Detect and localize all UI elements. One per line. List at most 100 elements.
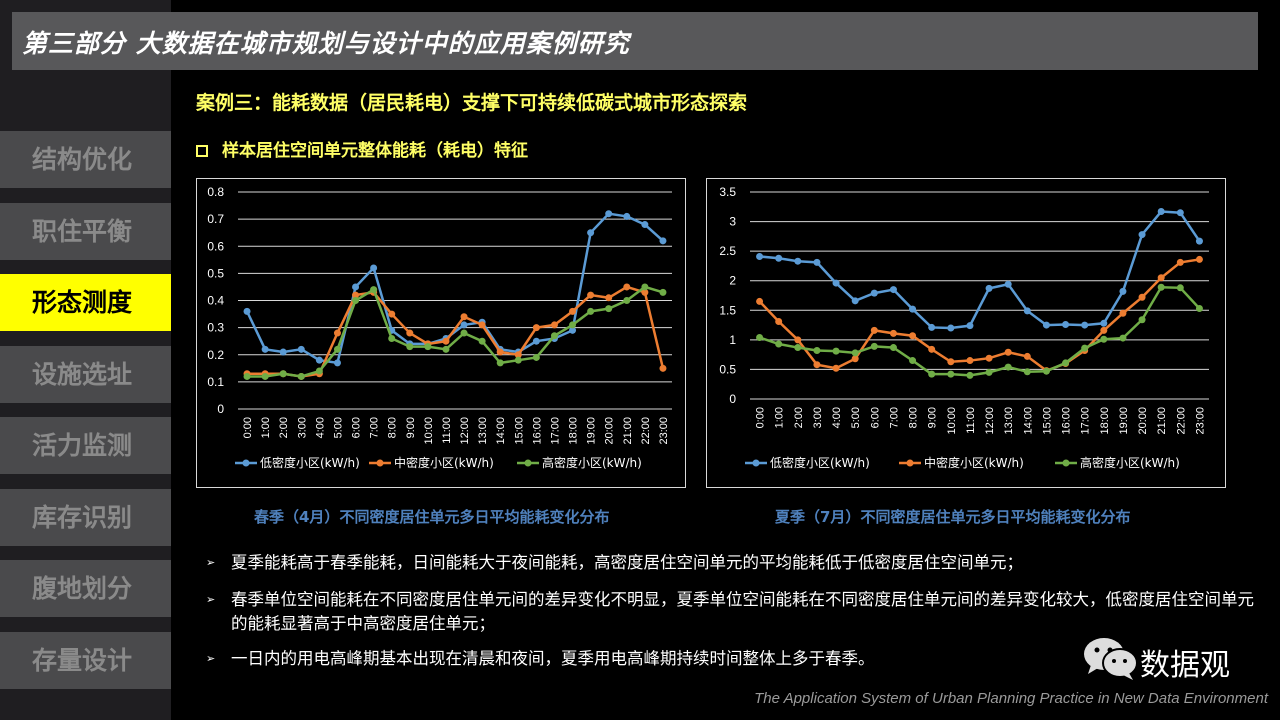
data-point: [775, 254, 783, 262]
series-line: [245, 212, 664, 365]
data-point: [279, 348, 287, 356]
data-point: [297, 372, 305, 380]
footer-text: The Application System of Urban Planning…: [754, 690, 1268, 707]
spring-chart-title: 春季（4月）不同密度居住单元多日平均能耗变化分布: [254, 508, 610, 526]
x-tick-label: 3:00: [812, 407, 824, 428]
series-line: [759, 285, 1201, 377]
sidebar-item-structure[interactable]: 结构优化: [0, 131, 171, 188]
legend-label: 中密度小区(kW/h): [924, 455, 1024, 470]
bullet-item: ➢ 夏季能耗高于春季能耗，日间能耗大于夜间能耗，高密度居住空间单元的平均能耗低于低…: [206, 551, 1266, 575]
x-tick-label: 11:00: [965, 407, 977, 434]
x-tick-label: 18:00: [568, 417, 580, 445]
data-point: [813, 347, 821, 355]
data-point: [352, 291, 360, 299]
data-point: [370, 286, 378, 294]
data-point: [1157, 274, 1165, 282]
data-point: [460, 321, 468, 329]
data-point: [870, 342, 878, 350]
x-tick-label: 21:00: [622, 417, 634, 445]
data-point: [1157, 283, 1165, 291]
y-tick-label: 0.3: [207, 321, 224, 335]
sidebar-item-hinterland[interactable]: 腹地划分: [0, 560, 171, 617]
sidebar-item-jobs-housing[interactable]: 职住平衡: [0, 203, 171, 260]
data-point: [756, 333, 764, 341]
data-point: [514, 356, 522, 364]
legend-marker: [752, 459, 760, 467]
data-point: [1119, 309, 1127, 317]
data-point: [813, 258, 821, 266]
data-point: [947, 358, 955, 366]
y-tick-label: 3.5: [719, 185, 736, 199]
y-tick-label: 0.1: [207, 375, 224, 389]
data-point: [985, 368, 993, 376]
x-tick-label: 17:00: [549, 417, 561, 445]
watermark-label: 数据观: [1140, 648, 1230, 683]
x-tick-label: 22:00: [1175, 407, 1187, 435]
data-point: [478, 337, 486, 345]
y-tick-label: 0.5: [719, 362, 736, 376]
data-point: [1119, 287, 1127, 295]
legend-label: 中密度小区(kW/h): [394, 455, 494, 470]
data-point: [297, 345, 305, 353]
data-point: [851, 355, 859, 363]
data-point: [889, 286, 897, 294]
x-tick-label: 10:00: [946, 407, 958, 435]
x-tick-label: 2:00: [278, 417, 290, 438]
data-point: [1023, 352, 1031, 360]
y-tick-label: 0.4: [207, 294, 224, 308]
data-point: [243, 372, 251, 380]
arrow-bullet-icon: ➢: [206, 652, 216, 665]
data-point: [532, 337, 540, 345]
data-point: [388, 310, 396, 318]
chart-svg: 0 0.1 0.2 0.3 0.4 0.5 0.6 0.7 0.8 0:00 1:00 2:00 3:0…: [207, 185, 672, 470]
legend-label: 低密度小区(kW/h): [260, 455, 360, 470]
data-point: [569, 321, 577, 329]
data-point: [1195, 237, 1203, 245]
data-point: [333, 359, 341, 367]
x-tick-label: 6:00: [351, 417, 363, 438]
x-tick-label: 22:00: [640, 417, 652, 445]
data-point: [279, 370, 287, 378]
x-tick-label: 16:00: [531, 417, 543, 445]
wechat-icon: [1084, 638, 1138, 680]
data-point: [478, 321, 486, 329]
x-tick-label: 14:00: [1022, 407, 1034, 435]
data-point: [1062, 359, 1070, 367]
x-tick-label: 13:00: [1003, 407, 1015, 435]
data-point: [1023, 368, 1031, 376]
data-point: [794, 336, 802, 344]
data-point: [870, 289, 878, 297]
data-point: [496, 348, 504, 356]
summer-chart-title: 夏季（7月）不同密度居住单元多日平均能耗变化分布: [775, 508, 1131, 526]
x-tick-label: 3:00: [296, 417, 308, 438]
data-point: [514, 351, 522, 359]
section-title: 样本居住空间单元整体能耗（耗电）特征: [222, 141, 528, 161]
data-point: [1004, 363, 1012, 371]
arrow-bullet-icon: ➢: [206, 556, 216, 569]
y-tick-label: 2: [729, 274, 736, 288]
chart-svg: 0 0.5 1 1.5 2 2.5 3 3.5 0:00 1:00 2:00 3:00 4:00 5:00…: [719, 185, 1209, 470]
sidebar-item-facility[interactable]: 设施选址: [0, 346, 171, 403]
sidebar-item-stock[interactable]: 存量设计: [0, 632, 171, 689]
data-point: [605, 305, 613, 313]
data-point: [623, 212, 631, 220]
data-point: [587, 291, 595, 299]
x-tick-label: 17:00: [1080, 407, 1092, 435]
x-tick-label: 16:00: [1061, 407, 1073, 435]
sidebar-item-morphology[interactable]: 形态测度: [0, 274, 171, 331]
data-point: [1062, 320, 1070, 328]
data-point: [851, 297, 859, 305]
sidebar-item-vitality[interactable]: 活力监测: [0, 417, 171, 474]
data-point: [388, 334, 396, 342]
data-point: [1023, 307, 1031, 315]
data-point: [460, 329, 468, 337]
legend-marker: [906, 459, 914, 467]
data-point: [641, 283, 649, 291]
sidebar-item-inventory[interactable]: 库存识别: [0, 489, 171, 546]
x-tick-label: 21:00: [1156, 407, 1168, 435]
legend-label: 高密度小区(kW/h): [1080, 455, 1180, 470]
data-point: [928, 345, 936, 353]
arrow-bullet-icon: ➢: [206, 593, 216, 606]
x-tick-label: 2:00: [793, 407, 805, 428]
x-tick-label: 12:00: [459, 417, 471, 445]
